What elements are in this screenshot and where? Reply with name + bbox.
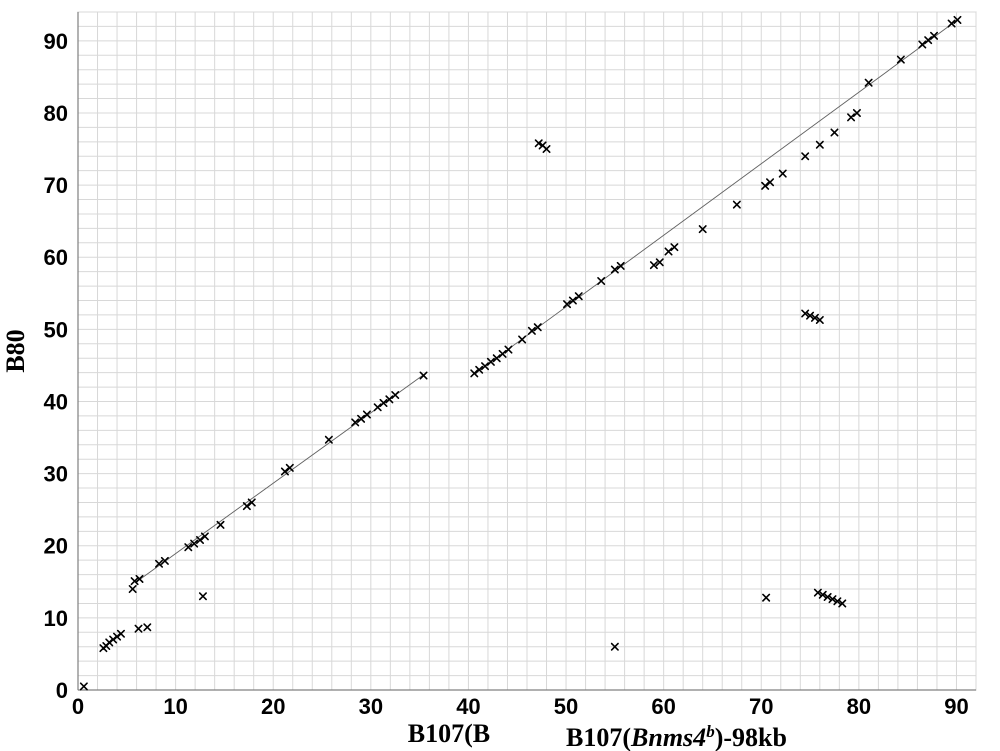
y-tick-label: 40: [44, 389, 68, 414]
y-tick-label: 50: [44, 317, 68, 342]
scatter-chart: 0 10 20 30 40 50 60 70 80 90 0 10 20 30 40 50 60 70 80 90 B8…: [0, 0, 1000, 751]
y-axis-label: B80: [1, 329, 30, 372]
x-axis-label-partial: B107(B: [408, 719, 490, 748]
x-tick-label: 80: [847, 694, 871, 719]
x-tick-label: 40: [456, 694, 480, 719]
x-axis-label-suffix: )-98kb: [715, 723, 787, 751]
y-tick-label: 30: [44, 462, 68, 487]
y-tick-label: 70: [44, 173, 68, 198]
y-tick-label: 0: [56, 678, 68, 703]
x-tick-label: 60: [651, 694, 675, 719]
x-axis-label-prefix: B107(: [566, 723, 631, 751]
x-tick-label: 50: [554, 694, 578, 719]
y-tick-label: 80: [44, 101, 68, 126]
x-tick-label: 70: [749, 694, 773, 719]
y-tick-label: 90: [44, 29, 68, 54]
x-tick-label: 90: [944, 694, 968, 719]
x-axis-label-gene: Bnms4: [630, 723, 706, 751]
x-tick-label: 10: [163, 694, 187, 719]
x-tick-label: 0: [72, 694, 84, 719]
x-axis-label-main: B107(Bnms4b)-98kb: [566, 722, 787, 751]
y-tick-label: 20: [44, 534, 68, 559]
x-tick-label: 20: [261, 694, 285, 719]
x-axis-label-sup: b: [706, 722, 715, 741]
chart-svg: 0 10 20 30 40 50 60 70 80 90 0 10 20 30 40 50 60 70 80 90 B8…: [0, 0, 1000, 751]
y-tick-label: 10: [44, 606, 68, 631]
y-tick-label: 60: [44, 245, 68, 270]
x-tick-label: 30: [359, 694, 383, 719]
